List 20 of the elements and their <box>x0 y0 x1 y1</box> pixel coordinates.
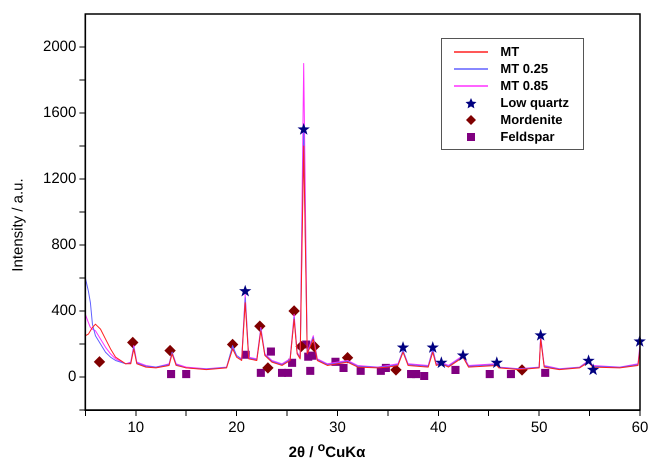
x-tick-label: 10 <box>127 419 144 436</box>
y-tick-label: 400 <box>51 302 76 320</box>
y-tick-label: 1600 <box>42 104 76 122</box>
y-tick-label: 0 <box>68 368 76 386</box>
y-tick-label: 2000 <box>42 38 76 56</box>
x-tick-label: 60 <box>632 419 648 436</box>
legend-label: MT 0.25 <box>500 61 548 76</box>
legend-label: Mordenite <box>500 112 563 127</box>
x-tick-label: 50 <box>530 419 548 436</box>
legend-label: Feldspar <box>500 129 555 144</box>
y-tick-label: 800 <box>51 236 76 254</box>
legend-label: MT 0.85 <box>500 78 548 93</box>
x-tick-label: 40 <box>430 419 447 436</box>
y-axis-title: Intensity / a.u. <box>10 178 26 272</box>
y-tick-label: 1200 <box>42 170 76 188</box>
legend-label: Low quartz <box>500 95 569 110</box>
x-axis-title: 2θ / $^{o}$CuKα <box>288 440 366 461</box>
x-tick-label: 30 <box>329 419 346 436</box>
x-tick-label: 20 <box>228 419 245 436</box>
legend-label: MT <box>500 44 520 59</box>
